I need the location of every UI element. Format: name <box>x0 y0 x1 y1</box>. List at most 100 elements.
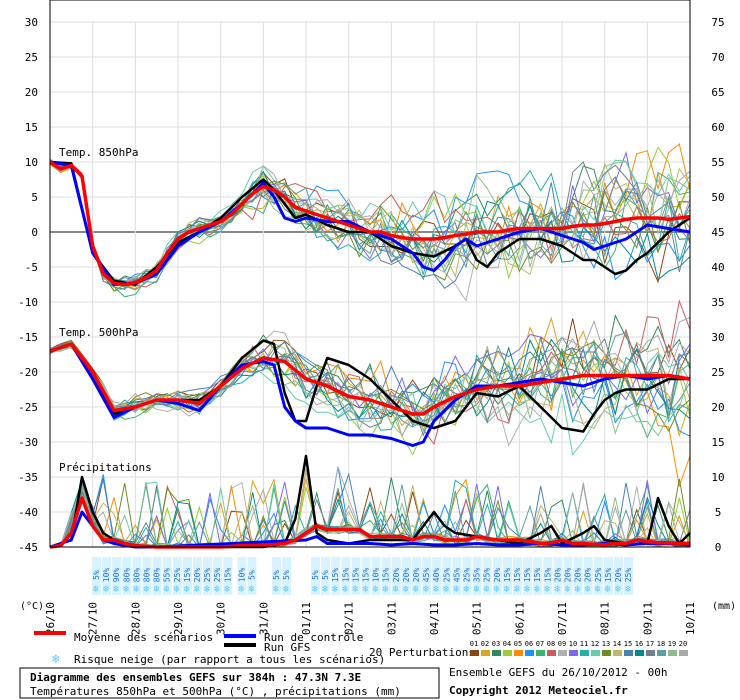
left-tick-label: -20 <box>18 366 38 379</box>
perturbation-legend-swatch <box>536 650 545 656</box>
snow-risk-cell: 20%❄ <box>553 557 563 595</box>
snowflake-icon: ❄ <box>484 584 491 595</box>
perturbation-legend-id: 09 <box>558 640 566 648</box>
snow-risk-label: 20% <box>574 568 583 583</box>
perturbation-legend-swatch <box>624 650 633 656</box>
snow-risk-cell: 20%❄ <box>193 557 202 595</box>
left-axis-unit: (°C) <box>20 601 44 612</box>
perturbation-legend-swatch <box>525 650 534 656</box>
x-tick-label: 27/10 <box>87 602 100 635</box>
legend-perturbations-label: 20 Perturbations <box>369 646 475 659</box>
perturbation-legend-swatch <box>514 650 523 656</box>
snow-cell-bg <box>482 557 492 595</box>
snow-risk-cell: 20%❄ <box>492 557 502 595</box>
perturbation-line-t850-09 <box>49 162 691 302</box>
snow-cell-bg <box>193 557 202 595</box>
perturbation-line-t500-17 <box>49 337 691 437</box>
snowflake-icon: ❄ <box>423 584 430 595</box>
right-tick-label: 60 <box>711 121 724 134</box>
snowflake-icon: ❄ <box>113 584 120 595</box>
perturbation-legend-id: 12 <box>591 640 599 648</box>
control-line-t500 <box>49 342 691 447</box>
perturbation-legend-id: 07 <box>536 640 544 648</box>
snow-cell-bg <box>624 557 634 595</box>
snowflake-icon: ❄ <box>174 584 181 595</box>
snow-risk-cell: 5% ❄ <box>92 557 101 595</box>
snow-cell-bg <box>452 557 462 595</box>
perturbation-legend-swatch <box>558 650 567 656</box>
snow-risk-cell: 25%❄ <box>593 557 603 595</box>
right-tick-label: 65 <box>711 86 724 99</box>
snow-cell-bg <box>162 557 172 595</box>
left-tick-label: -10 <box>18 296 38 309</box>
snow-risk-label: 15% <box>183 568 192 583</box>
snow-risk-cell: 25%❄ <box>482 557 492 595</box>
snowflake-icon: ❄ <box>443 584 450 595</box>
snowflake-icon: ❄ <box>312 584 319 595</box>
snow-cell-bg <box>603 557 613 595</box>
perturbation-line-t500-03 <box>49 314 691 413</box>
snow-risk-cell: 15%❄ <box>533 557 543 595</box>
footer-copyright: Copyright 2012 Meteociel.fr <box>449 684 628 697</box>
left-tick-label: 20 <box>25 86 38 99</box>
snow-cell-bg <box>223 557 233 595</box>
snow-risk-cell: 20%❄ <box>583 557 593 595</box>
snow-risk-cell: 15%❄ <box>341 557 351 595</box>
snowflake-icon: ❄ <box>534 584 541 595</box>
panel-label-precip: Précipitations <box>59 461 152 474</box>
snow-risk-label: 25% <box>463 568 472 583</box>
x-tick-label: 04/11 <box>428 602 441 635</box>
snow-risk-label: 25% <box>624 568 633 583</box>
snowflake-icon: ❄ <box>103 584 110 595</box>
perturbation-legend-id: 04 <box>503 640 511 648</box>
snow-risk-label: 20% <box>193 568 202 583</box>
x-tick-label: 07/11 <box>556 602 569 635</box>
snow-risk-cell: 10%❄ <box>371 557 381 595</box>
right-tick-label: 20 <box>711 401 724 414</box>
snow-risk-label: 5% <box>282 570 291 580</box>
mean-line-t850 <box>49 160 691 287</box>
snowflake-icon: ❄ <box>625 584 632 595</box>
snow-risk-cell: 15%❄ <box>523 557 533 595</box>
snow-risk-cell: 5% ❄ <box>272 557 281 595</box>
snow-cell-bg <box>563 557 573 595</box>
snow-cell-bg <box>272 557 281 595</box>
snow-risk-cell: 20%❄ <box>573 557 583 595</box>
perturbation-legend-id: 17 <box>646 640 654 648</box>
snowflake-icon: ❄ <box>214 584 221 595</box>
snowflake-icon: ❄ <box>248 584 255 595</box>
snow-risk-cell: 80%❄ <box>142 557 152 595</box>
x-tick-label: 05/11 <box>471 602 484 635</box>
left-tick-label: 0 <box>31 226 38 239</box>
snowflake-icon: ❄ <box>433 584 440 595</box>
perturbation-legend-id: 11 <box>580 640 588 648</box>
right-tick-label: 70 <box>711 51 724 64</box>
mean-line-t500 <box>49 342 691 416</box>
snow-risk-label: 40% <box>432 568 441 583</box>
snow-cell-bg <box>112 557 122 595</box>
snowflake-icon: ❄ <box>585 584 592 595</box>
snow-risk-cell: 5% ❄ <box>247 557 257 595</box>
right-tick-label: 40 <box>711 261 724 274</box>
snow-risk-label: 80% <box>132 568 141 583</box>
snow-risk-label: 15% <box>341 568 350 583</box>
snowflake-icon: ❄ <box>93 584 100 595</box>
snow-risk-label: 20% <box>584 568 593 583</box>
snowflake-icon: ❄ <box>204 584 211 595</box>
snow-risk-cell: 20%❄ <box>412 557 421 595</box>
perturbation-legend-id: 20 <box>679 640 687 648</box>
snow-risk-label: 25% <box>594 568 603 583</box>
snow-risk-cell: 80%❄ <box>152 557 162 595</box>
left-tick-label: -5 <box>25 261 38 274</box>
snow-cell-bg <box>122 557 132 595</box>
perturbation-line-t850-03 <box>49 159 691 285</box>
snow-risk-label: 45% <box>452 568 461 583</box>
perturbation-legend-swatch <box>481 650 490 656</box>
snowflake-icon: ❄ <box>474 584 481 595</box>
snow-risk-cell: 15%❄ <box>381 557 391 595</box>
snowflake-icon: ❄ <box>273 584 280 595</box>
legend: Moyenne des scénarios Run de contrôle Ru… <box>34 631 688 667</box>
snow-risk-label: 10% <box>102 568 111 583</box>
right-tick-label: 45 <box>711 226 724 239</box>
